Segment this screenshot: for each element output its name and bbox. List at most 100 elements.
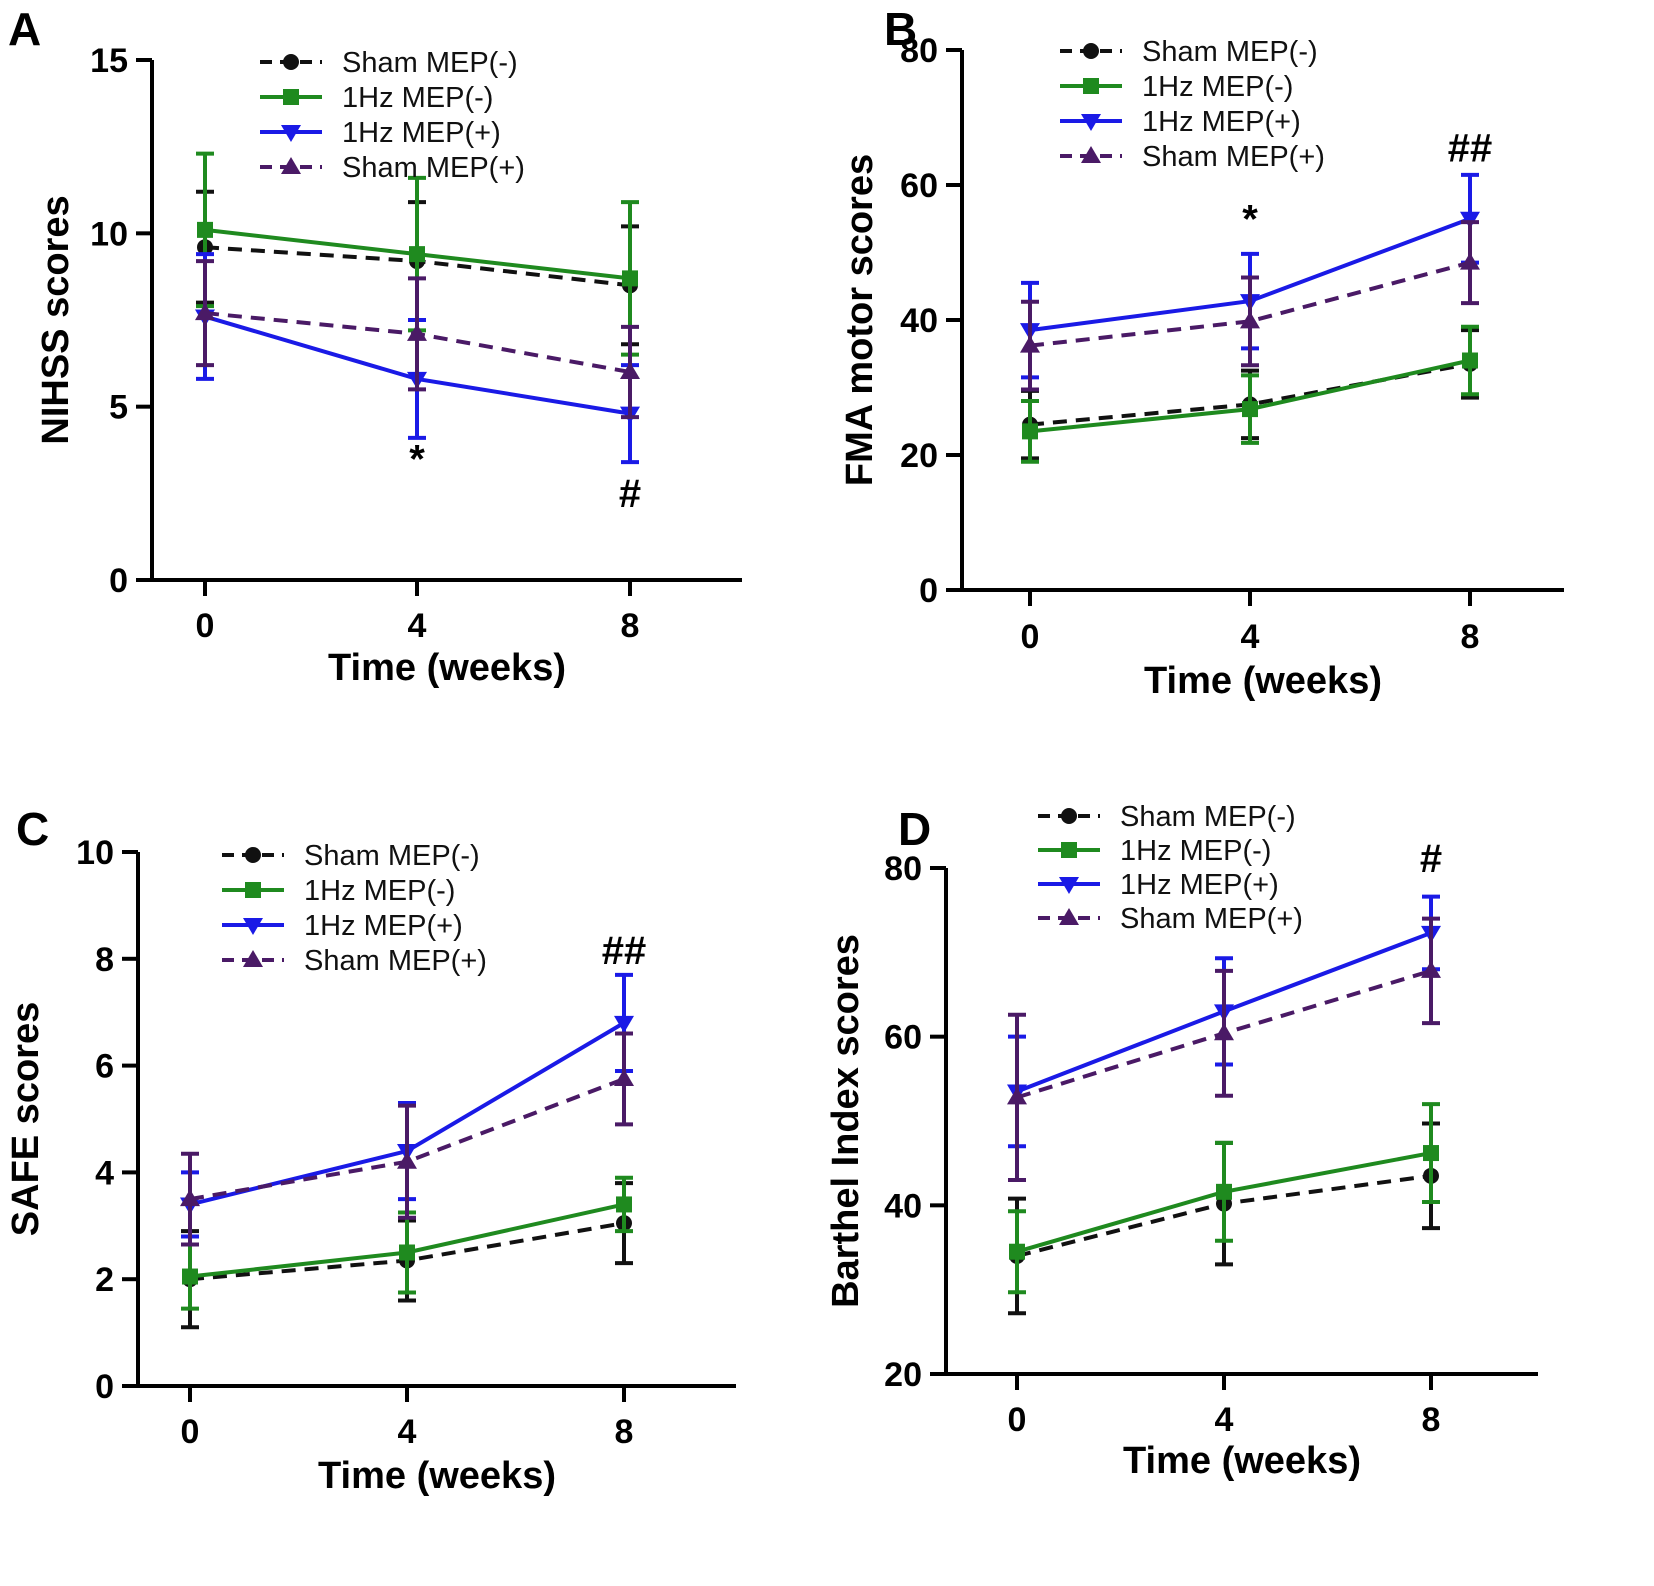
- data-point: [407, 323, 427, 341]
- legend-label: 1Hz MEP(+): [1120, 869, 1279, 901]
- legend-marker: [1083, 43, 1099, 59]
- y-tick-label: 10: [76, 834, 114, 872]
- data-point: [1007, 1087, 1027, 1105]
- legend-marker: [1061, 842, 1077, 858]
- x-tick-label: 8: [615, 1413, 634, 1451]
- data-point: [614, 1015, 634, 1033]
- series-1hz-mep-minus: [196, 151, 639, 357]
- data-point: [197, 221, 213, 238]
- data-point: [1462, 352, 1478, 369]
- x-tick-label: 0: [1021, 618, 1040, 656]
- panel-letter-b: B: [884, 3, 917, 55]
- y-tick-label: 5: [109, 389, 128, 427]
- data-point: [1022, 423, 1038, 440]
- data-point: [399, 1244, 415, 1261]
- data-point: [620, 362, 640, 379]
- legend-marker: [1061, 808, 1077, 824]
- x-tick-label: 0: [1008, 1401, 1027, 1439]
- x-axis-title: Time (weeks): [1123, 1440, 1361, 1482]
- significance-annotation: ##: [602, 929, 647, 973]
- legend: Sham MEP(-)1Hz MEP(-)1Hz MEP(+)Sham MEP(…: [260, 47, 525, 184]
- data-point: [1240, 311, 1260, 329]
- panel-letter-c: C: [16, 803, 49, 855]
- legend-label: 1Hz MEP(-): [342, 82, 493, 114]
- data-point: [180, 1189, 200, 1207]
- data-point: [614, 1068, 634, 1086]
- legend: Sham MEP(-)1Hz MEP(-)1Hz MEP(+)Sham MEP(…: [1060, 36, 1325, 173]
- legend-label: Sham MEP(-): [1120, 801, 1296, 833]
- x-tick-label: 0: [196, 607, 215, 645]
- legend: Sham MEP(-)1Hz MEP(-)1Hz MEP(+)Sham MEP(…: [222, 840, 487, 977]
- y-tick-label: 60: [884, 1019, 922, 1057]
- x-axis-title: Time (weeks): [318, 1455, 556, 1497]
- legend-marker: [283, 54, 299, 70]
- chart-panel-b: 0 20 40 60 80 0 4 8 Time (weeks) FMA motor scores…: [839, 32, 1564, 702]
- data-point: [1020, 335, 1040, 353]
- legend-marker: [243, 918, 263, 935]
- x-axis-title: Time (weeks): [1144, 660, 1382, 702]
- legend-label: 1Hz MEP(-): [1120, 835, 1271, 867]
- legend-marker: [283, 89, 299, 105]
- chart-panel-a: 0 5 10 15 0 4 8 Time (weeks) NIHSS scores * # Sham …: [35, 42, 742, 689]
- legend-label: Sham MEP(-): [1142, 36, 1318, 68]
- legend-label: Sham MEP(+): [1142, 141, 1325, 173]
- data-point: [397, 1151, 417, 1169]
- significance-annotation: *: [409, 438, 425, 482]
- x-tick-label: 4: [398, 1413, 417, 1451]
- panel-letter-d: D: [898, 803, 931, 855]
- data-point: [622, 270, 638, 287]
- series-1hz-mep-minus: [181, 1175, 633, 1311]
- legend-label: Sham MEP(-): [342, 47, 518, 79]
- legend-marker: [245, 882, 261, 898]
- x-tick-label: 8: [621, 607, 640, 645]
- y-tick-label: 10: [90, 215, 128, 253]
- legend-marker: [1059, 908, 1079, 925]
- y-tick-label: 80: [884, 850, 922, 888]
- legend-marker: [281, 125, 301, 142]
- significance-annotation: *: [1242, 197, 1258, 241]
- y-axis-title: NIHSS scores: [35, 195, 77, 444]
- y-tick-label: 0: [919, 572, 938, 610]
- legend-marker: [1081, 146, 1101, 163]
- y-tick-label: 40: [900, 302, 938, 340]
- legend-label: Sham MEP(+): [304, 945, 487, 977]
- y-axis-title: SAFE scores: [5, 1002, 47, 1236]
- significance-annotation: #: [619, 472, 641, 516]
- legend: Sham MEP(-)1Hz MEP(-)1Hz MEP(+)Sham MEP(…: [1038, 801, 1303, 935]
- x-tick-label: 8: [1422, 1401, 1441, 1439]
- y-tick-label: 0: [95, 1368, 114, 1406]
- legend-marker: [281, 157, 301, 174]
- series-sham-mep-plus: [1007, 916, 1441, 1183]
- y-tick-label: 40: [884, 1187, 922, 1225]
- x-tick-label: 8: [1461, 618, 1480, 656]
- y-tick-label: 15: [90, 42, 128, 80]
- x-tick-label: 4: [1241, 618, 1260, 656]
- legend-label: 1Hz MEP(+): [1142, 106, 1301, 138]
- y-tick-label: 60: [900, 167, 938, 205]
- significance-annotation: ##: [1448, 126, 1493, 170]
- x-tick-label: 0: [181, 1413, 200, 1451]
- chart-panel-c: 0 2 4 6 8 10 0 4 8 Time (weeks) SAFE scores ## Sham …: [5, 834, 736, 1497]
- series-1hz-mep-minus: [1008, 1102, 1440, 1295]
- data-point: [182, 1268, 198, 1285]
- x-tick-label: 4: [1215, 1401, 1234, 1439]
- y-tick-label: 2: [95, 1261, 114, 1299]
- y-tick-label: 8: [95, 941, 114, 979]
- data-point: [409, 246, 425, 263]
- legend-label: 1Hz MEP(-): [1142, 71, 1293, 103]
- y-tick-label: 20: [900, 437, 938, 475]
- series-1hz-mep-minus: [1021, 324, 1479, 464]
- y-tick-label: 0: [109, 562, 128, 600]
- legend-marker: [1081, 114, 1101, 131]
- data-point: [195, 303, 215, 321]
- y-tick-label: 80: [900, 32, 938, 70]
- y-tick-label: 4: [95, 1154, 114, 1192]
- data-point: [1216, 1183, 1232, 1200]
- y-tick-label: 20: [884, 1356, 922, 1394]
- legend-label: 1Hz MEP(-): [304, 875, 455, 907]
- legend-label: Sham MEP(+): [1120, 903, 1303, 935]
- legend-marker: [1059, 877, 1079, 894]
- y-tick-label: 6: [95, 1048, 114, 1086]
- data-point: [616, 1196, 632, 1213]
